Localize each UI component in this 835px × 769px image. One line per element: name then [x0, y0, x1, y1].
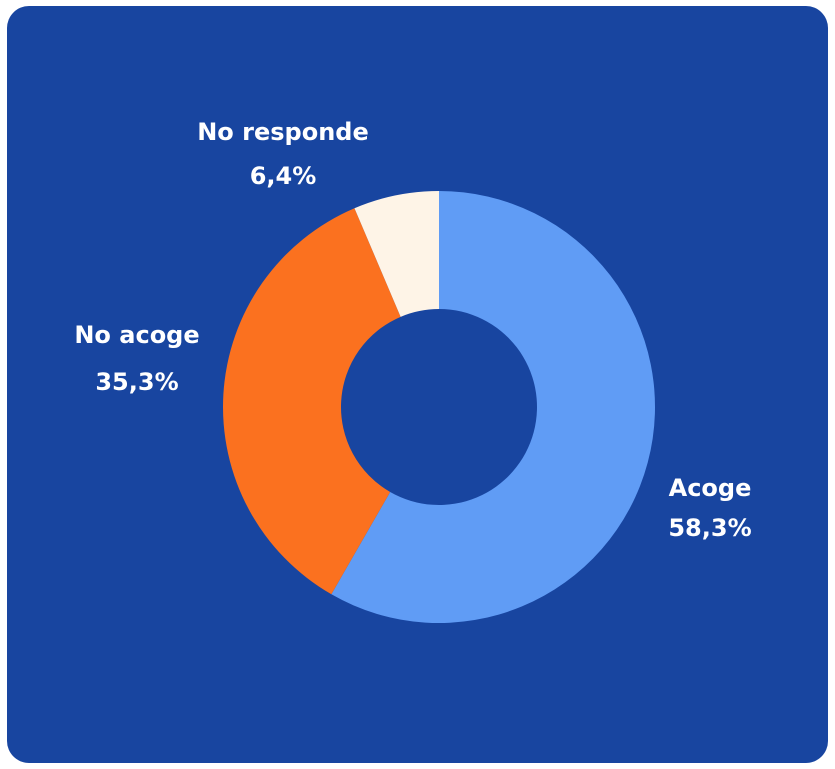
- slice-label-acoge: Acoge: [669, 474, 752, 502]
- slice-label-no-acoge: No acoge: [74, 321, 199, 349]
- slice-label-no-responde: No responde: [197, 118, 369, 146]
- slice-value-acoge: 58,3%: [668, 514, 751, 542]
- donut-slices: [222, 191, 655, 623]
- slice-value-no-responde: 6,4%: [250, 162, 317, 190]
- slice-no-acoge: [222, 208, 401, 595]
- slice-no-responde: [354, 191, 439, 317]
- slice-value-no-acoge: 35,3%: [95, 368, 178, 396]
- chart-card: [7, 6, 828, 763]
- slice-acoge: [331, 191, 655, 623]
